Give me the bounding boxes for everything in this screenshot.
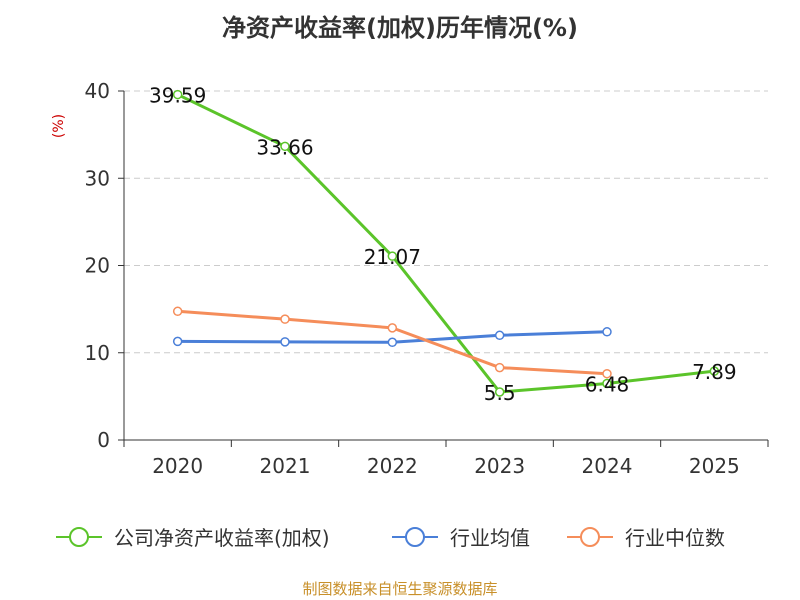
data-point <box>280 337 290 347</box>
y-tick-label: 10 <box>85 341 110 365</box>
x-tick-label: 2024 <box>582 454 633 478</box>
data-point <box>172 306 183 317</box>
data-point <box>602 378 612 389</box>
x-tick-label: 2022 <box>367 454 418 478</box>
legend-item[interactable]: 行业中位数 <box>567 526 725 550</box>
data-label: 39.59 <box>149 84 206 108</box>
y-tick-label: 20 <box>85 254 110 278</box>
x-tick-label: 2020 <box>152 454 203 478</box>
data-point <box>387 337 398 348</box>
data-point <box>387 251 398 261</box>
legend-marker-icon <box>405 527 425 547</box>
legend-marker-icon <box>69 527 89 547</box>
legend-marker-icon <box>580 527 600 547</box>
data-source-note: 制图数据来自恒生聚源数据库 <box>302 580 498 598</box>
y-tick-label: 30 <box>85 166 110 190</box>
legend-item[interactable]: 行业均值 <box>392 526 530 550</box>
legend-label: 行业均值 <box>450 526 530 550</box>
data-point <box>172 89 183 100</box>
data-point <box>494 330 505 341</box>
x-tick-label: 2023 <box>474 454 525 478</box>
data-label: 21.07 <box>364 245 421 269</box>
data-point <box>494 362 505 373</box>
y-tick-label: 40 <box>85 79 110 103</box>
legend-item[interactable]: 公司净资产收益率(加权) <box>56 526 330 550</box>
y-tick-label: 0 <box>97 428 110 452</box>
data-label: 5.5 <box>484 381 516 405</box>
x-tick-label: 2021 <box>260 454 311 478</box>
series-line-0 <box>177 93 715 394</box>
data-point <box>280 314 290 324</box>
legend-label: 行业中位数 <box>625 526 725 550</box>
data-point <box>602 368 612 379</box>
legend-label: 公司净资产收益率(加权) <box>114 526 330 550</box>
data-point <box>172 336 183 347</box>
data-point <box>280 141 290 152</box>
data-label: 6.48 <box>585 372 630 396</box>
data-point <box>709 366 720 376</box>
data-point <box>602 327 612 337</box>
x-tick-label: 2025 <box>689 454 740 478</box>
y-axis-label: (%) <box>51 114 67 138</box>
data-label: 33.66 <box>256 135 313 159</box>
chart-title: 净资产收益率(加权)历年情况(%) <box>222 14 578 42</box>
data-point <box>387 323 398 333</box>
data-label: 7.89 <box>692 360 737 384</box>
data-point <box>494 387 505 397</box>
